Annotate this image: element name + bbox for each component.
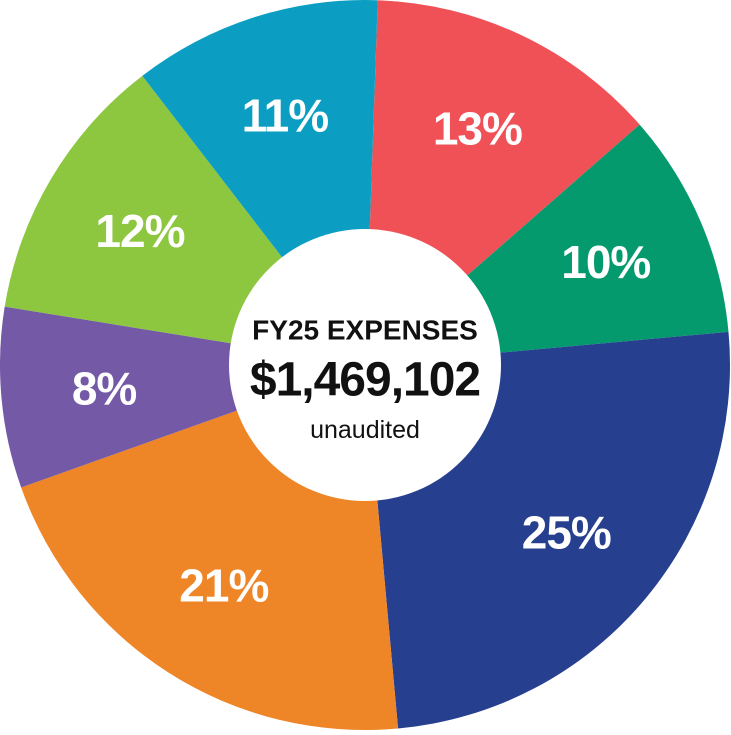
value-label: 13% (433, 102, 522, 154)
value-label: 25% (522, 507, 611, 559)
value-label: 11% (242, 90, 329, 142)
value-label: 12% (95, 205, 184, 257)
chart-subtitle: $1,469,102 (250, 354, 480, 407)
chart-note: unaudited (310, 416, 420, 444)
value-label: 8% (72, 363, 137, 415)
value-label: 21% (179, 560, 268, 612)
chart-title: FY25 EXPENSES (252, 315, 478, 346)
value-label: 10% (561, 236, 650, 288)
donut-hole (229, 229, 501, 501)
